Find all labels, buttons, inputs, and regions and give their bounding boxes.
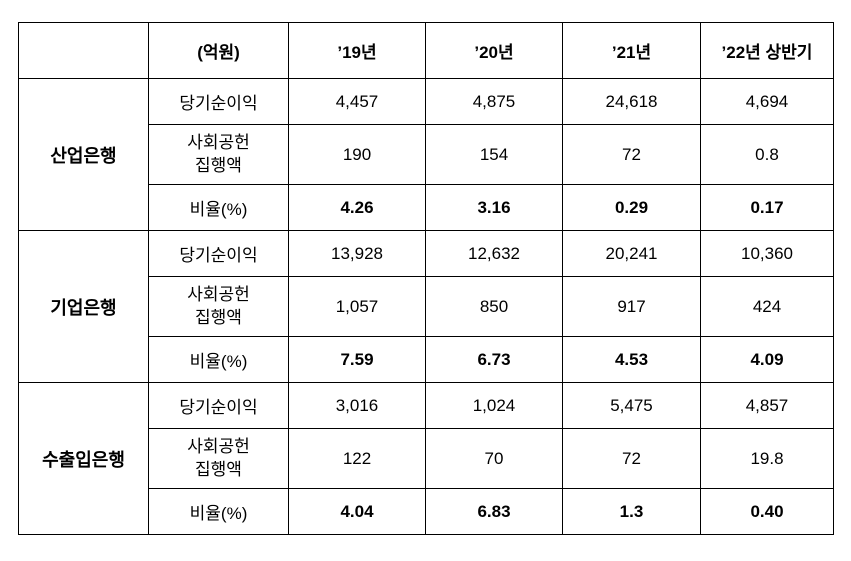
value-cell: 424 [700,276,834,337]
value-cell: 10,360 [700,230,834,277]
table-row: 산업은행 당기순이익 4,457 4,875 24,618 4,694 [18,78,834,231]
value-cell: 4.26 [288,184,426,231]
value-cell: 19.8 [700,428,834,489]
unit-header: (억원) [148,22,289,79]
metric-label-cell: 사회공헌 집행액 [148,124,289,185]
metric-label-cell: 비율(%) [148,336,289,383]
metric-label-cell: 사회공헌 집행액 [148,276,289,337]
bank-social-contribution-table: (억원) ’19년 ’20년 ’21년 ’22년 상반기 산업은행 당기순이익 … [18,22,834,535]
bank-name-cell: 수출입은행 [18,382,149,535]
value-cell: 190 [288,124,426,185]
value-cell: 20,241 [562,230,701,277]
metric-label-cell: 당기순이익 [148,78,289,125]
table-row: 기업은행 당기순이익 13,928 12,632 20,241 10,360 [18,230,834,383]
value-cell: 122 [288,428,426,489]
table-row: 사회공헌 집행액 190 154 72 0.8 [19,124,834,185]
value-cell: 4,857 [700,382,834,429]
value-cell: 5,475 [562,382,701,429]
value-cell: 0.29 [562,184,701,231]
value-cell: 72 [562,124,701,185]
value-cell: 0.40 [700,488,834,535]
value-cell: 0.17 [700,184,834,231]
value-cell: 12,632 [425,230,563,277]
value-cell: 0.8 [700,124,834,185]
value-cell: 850 [425,276,563,337]
table-row: 비율(%) 4.26 3.16 0.29 0.17 [19,184,834,231]
value-cell: 917 [562,276,701,337]
year-header-2019: ’19년 [288,22,426,79]
value-cell: 72 [562,428,701,489]
table-row: 사회공헌 집행액 1,057 850 917 424 [19,276,834,337]
value-cell: 1.3 [562,488,701,535]
table-row: 사회공헌 집행액 122 70 72 19.8 [19,428,834,489]
page-container: (억원) ’19년 ’20년 ’21년 ’22년 상반기 산업은행 당기순이익 … [18,22,834,535]
year-header-2020: ’20년 [425,22,563,79]
value-cell: 6.83 [425,488,563,535]
value-cell: 4,457 [288,78,426,125]
metric-label-cell: 당기순이익 [148,382,289,429]
table-row: 비율(%) 7.59 6.73 4.53 4.09 [19,336,834,383]
value-cell: 3,016 [288,382,426,429]
value-cell: 4.04 [288,488,426,535]
value-cell: 4,694 [700,78,834,125]
metric-label-cell: 사회공헌 집행액 [148,428,289,489]
table-row: 수출입은행 당기순이익 3,016 1,024 5,475 4,857 [18,382,834,535]
year-header-2022h1: ’22년 상반기 [700,22,834,79]
bank-name-cell: 기업은행 [18,230,149,383]
value-cell: 1,057 [288,276,426,337]
metric-label-cell: 비율(%) [148,184,289,231]
bank-name-cell: 산업은행 [18,78,149,231]
value-cell: 4.53 [562,336,701,383]
metric-label-cell: 당기순이익 [148,230,289,277]
value-cell: 3.16 [425,184,563,231]
year-header-2021: ’21년 [562,22,701,79]
value-cell: 13,928 [288,230,426,277]
value-cell: 70 [425,428,563,489]
value-cell: 4,875 [425,78,563,125]
value-cell: 154 [425,124,563,185]
value-cell: 7.59 [288,336,426,383]
value-cell: 24,618 [562,78,701,125]
table-row: 비율(%) 4.04 6.83 1.3 0.40 [19,488,834,535]
metric-label-cell: 비율(%) [148,488,289,535]
value-cell: 1,024 [425,382,563,429]
value-cell: 6.73 [425,336,563,383]
value-cell: 4.09 [700,336,834,383]
corner-cell [18,22,149,79]
header-row: (억원) ’19년 ’20년 ’21년 ’22년 상반기 [18,22,834,79]
